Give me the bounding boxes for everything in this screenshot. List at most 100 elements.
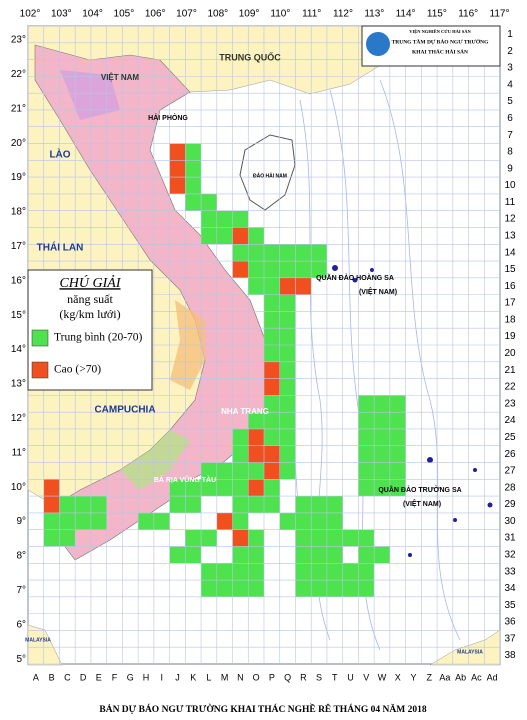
- logo-line: KHAI THÁC HẢI SẢN: [412, 47, 468, 55]
- medium-cell: [279, 294, 296, 312]
- place-label: (VIỆT NAM): [359, 287, 397, 296]
- latitude-label: 11°: [12, 447, 26, 458]
- latitude-label: 17°: [11, 241, 26, 252]
- latitude-label: 7°: [16, 585, 26, 596]
- high-cell: [43, 479, 60, 497]
- place-label: BÀ RỊA VŨNG TÀU: [154, 475, 216, 484]
- latitude-label: 18°: [11, 207, 26, 218]
- medium-cell: [358, 428, 375, 446]
- medium-cell: [169, 546, 186, 564]
- medium-cell: [264, 277, 280, 295]
- high-cell: [169, 143, 186, 161]
- medium-cell: [374, 546, 390, 564]
- medium-cell: [358, 563, 375, 581]
- longitude-label: 104°: [82, 9, 103, 20]
- longitude-label: 111°: [302, 9, 321, 20]
- medium-cell: [232, 210, 249, 228]
- high-cell: [169, 177, 186, 194]
- longitude-label: 103°: [51, 9, 72, 20]
- medium-cell: [43, 512, 60, 530]
- medium-cell: [279, 311, 296, 329]
- medium-cell: [264, 294, 280, 312]
- row-label: 28: [504, 482, 516, 493]
- column-label: L: [206, 672, 211, 682]
- column-label: O: [253, 672, 260, 682]
- longitude-label: 117°: [490, 9, 510, 20]
- medium-cell: [295, 546, 312, 564]
- column-label: E: [96, 672, 102, 682]
- row-label: 22: [504, 382, 516, 393]
- place-label: VIỆT NAM: [101, 73, 140, 82]
- forecast-cells: [43, 143, 406, 597]
- medium-cell: [374, 462, 390, 480]
- latitude-label: 16°: [11, 275, 26, 286]
- medium-cell: [201, 529, 217, 547]
- medium-cell: [358, 580, 375, 597]
- column-label: H: [143, 672, 150, 682]
- hainan-island: [239, 134, 296, 211]
- medium-cell: [358, 395, 375, 413]
- row-label: 17: [504, 298, 516, 309]
- column-label: I: [160, 672, 163, 682]
- medium-cell: [248, 580, 264, 597]
- longitude-label: 107°: [176, 9, 197, 20]
- medium-cell: [248, 261, 264, 278]
- medium-cell: [389, 445, 406, 463]
- medium-cell: [311, 261, 327, 278]
- row-label: 2: [507, 46, 513, 57]
- medium-cell: [201, 210, 217, 228]
- latitude-label: 21°: [11, 103, 26, 114]
- medium-cell: [264, 428, 280, 446]
- medium-cell: [248, 244, 264, 262]
- medium-cell: [326, 496, 343, 513]
- row-label: 23: [504, 398, 516, 409]
- legend-subtitle: năng suất: [67, 292, 113, 306]
- medium-cell: [75, 496, 91, 513]
- longitude-label: 109°: [239, 9, 260, 20]
- row-label: 5: [507, 96, 513, 107]
- medium-cell: [279, 244, 296, 262]
- column-label: M: [221, 672, 229, 682]
- medium-cell: [201, 462, 217, 480]
- column-label: R: [300, 672, 307, 682]
- medium-cell: [169, 479, 186, 497]
- medium-cell: [216, 563, 233, 581]
- medium-cell: [264, 479, 280, 497]
- column-label: D: [80, 672, 87, 682]
- high-cell: [264, 361, 280, 379]
- place-label: MALAYSIA: [457, 649, 483, 655]
- column-label: G: [127, 672, 134, 682]
- medium-cell: [185, 529, 202, 547]
- medium-cell: [185, 160, 202, 178]
- medium-cell: [232, 462, 249, 480]
- high-cell: [232, 261, 249, 278]
- legend-swatch: [31, 329, 49, 347]
- column-label: K: [190, 672, 196, 682]
- grid: [27, 25, 501, 665]
- place-label: HẢI PHÒNG: [148, 113, 188, 122]
- medium-cell: [201, 227, 217, 245]
- medium-cell: [59, 529, 76, 547]
- medium-cell: [311, 496, 327, 513]
- medium-cell: [295, 580, 312, 597]
- medium-cell: [232, 244, 249, 262]
- column-label: S: [316, 672, 322, 682]
- longitude-label: 102°: [20, 9, 41, 20]
- legend-title: CHÚ GIẢI: [59, 274, 121, 291]
- column-label: W: [378, 672, 387, 682]
- row-label: 13: [504, 231, 516, 242]
- row-label: 6: [507, 113, 513, 124]
- longitude-label: 114°: [396, 9, 416, 20]
- column-label: X: [395, 672, 401, 682]
- medium-cell: [342, 529, 359, 547]
- row-label: 33: [504, 566, 516, 577]
- column-label: P: [269, 672, 275, 682]
- column-label: Y: [410, 672, 416, 682]
- medium-cell: [326, 529, 343, 547]
- legend-swatch: [31, 361, 49, 379]
- column-label: Q: [284, 672, 291, 682]
- high-cell: [248, 479, 264, 497]
- medium-cell: [248, 277, 264, 295]
- column-label: V: [363, 672, 369, 682]
- medium-cell: [279, 445, 296, 463]
